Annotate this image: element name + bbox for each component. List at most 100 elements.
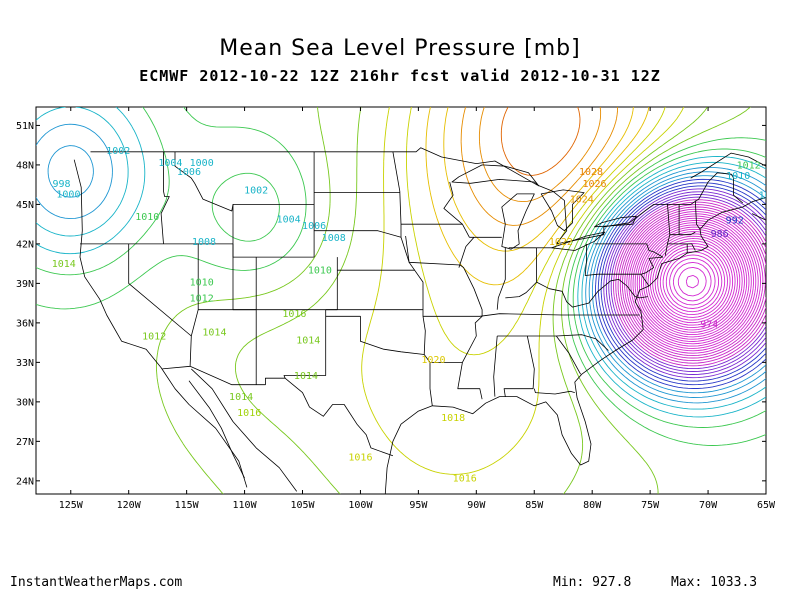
max-label: Max:: [671, 575, 703, 590]
state-border-36: [594, 243, 664, 258]
contour-label: 1014: [229, 392, 253, 403]
isobar-988: [608, 194, 766, 372]
contour-label: 1016: [453, 474, 477, 485]
lake-michigan: [501, 193, 535, 250]
state-border-17: [392, 151, 433, 406]
lat-label: 51N: [16, 121, 34, 132]
isobar-944: [657, 245, 728, 318]
min-label: Min:: [553, 575, 585, 590]
isobar-1016: [234, 107, 708, 494]
isobar-1006: [36, 107, 766, 410]
contour-label: 1014: [294, 371, 318, 382]
contour-label: 1010: [726, 171, 750, 182]
max-value: 1033.3: [710, 575, 758, 590]
lon-label: 120W: [117, 500, 142, 511]
state-border-29: [584, 243, 641, 276]
lake-ontario: [594, 215, 637, 228]
lon-label: 125W: [59, 500, 84, 511]
isobar-936: [669, 257, 716, 306]
contour-label: 1004: [158, 158, 182, 169]
isobar-942: [659, 248, 726, 316]
lon-label: 115W: [175, 500, 200, 511]
coastline-pacific: [73, 159, 248, 488]
lon-label: 70W: [699, 500, 718, 511]
state-border-30: [536, 279, 628, 308]
isobar-934: [672, 261, 712, 302]
contour-label: 1012: [190, 293, 214, 304]
border-canada: [90, 147, 744, 245]
isobar-980: [617, 204, 766, 362]
isobar-974: [624, 211, 764, 354]
contour-label: 1026: [582, 179, 606, 190]
isobar-958: [641, 228, 745, 336]
lat-label: 39N: [16, 279, 34, 290]
isobar-956: [643, 231, 743, 333]
lat-label: 48N: [16, 160, 34, 171]
lon-label: 95W: [409, 500, 428, 511]
state-border-0: [160, 151, 170, 244]
contour-label: 986: [711, 229, 729, 240]
contour-label: 1016: [237, 408, 261, 419]
isobar-930: [685, 274, 699, 289]
isobar-968: [630, 217, 757, 347]
isobar-960: [638, 226, 748, 338]
state-border-44: [626, 285, 648, 299]
coastline-baja: [188, 380, 245, 479]
lon-label: 85W: [525, 500, 544, 511]
contour-label: 1006: [302, 221, 326, 232]
isobar-1020: [405, 107, 666, 356]
coastline-mexico-east: [385, 501, 401, 534]
contour-label: 1002: [106, 146, 130, 157]
axis-ticks: 51N 48N 45N 42N 39N 36N 33N 30N 27N 24N 125W 120W 11…: [16, 107, 776, 511]
contour-label: 1002: [244, 185, 268, 196]
isobar-1024: [443, 107, 634, 252]
lake-erie: [551, 231, 606, 251]
map-title: Mean Sea Level Pressure [mb]: [219, 36, 581, 61]
state-border-3: [189, 243, 199, 367]
isobar-1014: [155, 107, 751, 494]
contour-label: 998: [52, 179, 70, 190]
isobar-986: [610, 196, 766, 370]
isobar-984: [613, 199, 766, 367]
isobar-994: [600, 185, 766, 382]
isobar-1018: [361, 107, 685, 475]
state-border-2: [128, 243, 192, 337]
state-border-43: [640, 256, 663, 287]
state-border-34: [533, 388, 575, 395]
lon-label: 105W: [290, 500, 315, 511]
state-border-24: [458, 237, 475, 268]
isobar-992: [603, 188, 766, 379]
lat-label: 30N: [16, 397, 34, 408]
contour-label: 1012: [142, 332, 166, 343]
lat-label: 36N: [16, 318, 34, 329]
isobar-978: [619, 206, 766, 359]
state-border-40: [687, 243, 696, 251]
state-border-37: [664, 204, 671, 256]
lat-label: 33N: [16, 358, 34, 369]
contour-label: 1024: [570, 195, 594, 206]
isobar-1026: [460, 107, 619, 226]
isobar-1000: [591, 175, 766, 394]
boundaries-layer: [73, 147, 766, 534]
lon-label: 100W: [348, 500, 373, 511]
map-subtitle: ECMWF 2012-10-22 12Z 216hr fcst valid 20…: [139, 67, 661, 85]
site-credit: InstantWeatherMaps.com: [10, 575, 183, 590]
isobar-932: [677, 266, 707, 297]
isobar-1002: [47, 145, 766, 398]
contour-label: 1006: [177, 167, 201, 178]
isobar-990: [605, 191, 766, 375]
state-border-38: [669, 231, 696, 236]
coastline-gulf: [384, 152, 766, 494]
isobar-972: [626, 213, 761, 352]
lat-label: 27N: [16, 437, 34, 448]
isobar-1010: [36, 107, 766, 428]
lon-label: 90W: [467, 500, 486, 511]
contour-label: 1010: [135, 212, 159, 223]
max-readout: Max: 1033.3: [671, 575, 757, 590]
state-border-42: [694, 200, 701, 230]
isobar-940: [662, 251, 723, 313]
lon-label: 75W: [641, 500, 660, 511]
isobar-952: [647, 235, 738, 329]
contour-label: 1014: [52, 259, 76, 270]
